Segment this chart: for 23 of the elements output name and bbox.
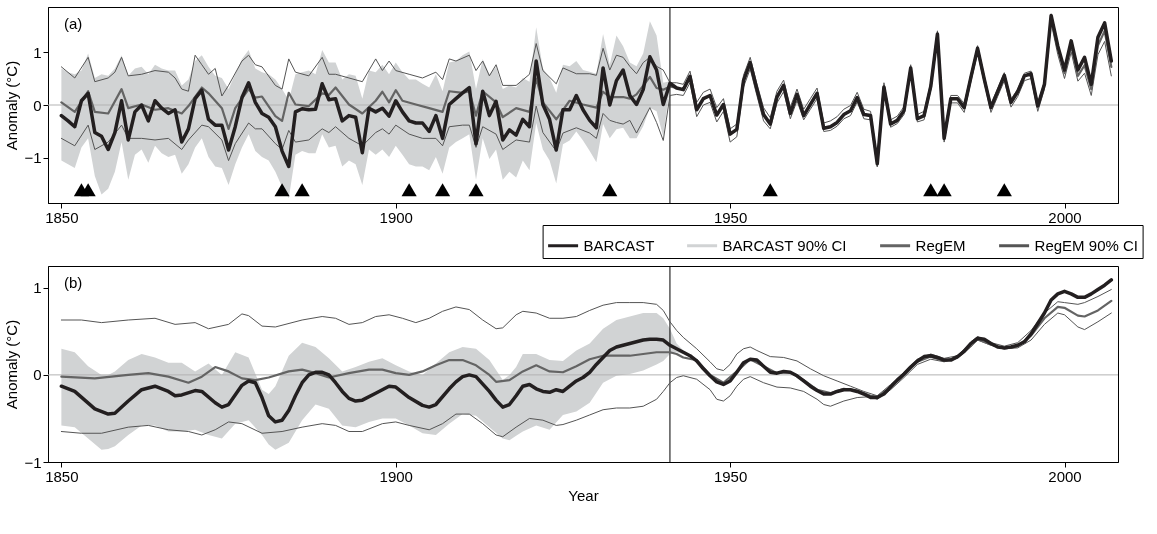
legend-label: RegEM (915, 236, 966, 254)
x-tick-label: 1950 (713, 467, 748, 485)
y-tick-label: −1 (24, 453, 42, 471)
y-tick-label: 1 (33, 279, 42, 297)
legend-label: BARCAST (583, 236, 655, 254)
x-tick-label: 2000 (1048, 467, 1082, 485)
x-tick-label: 1900 (379, 208, 413, 226)
annotation: (a) (64, 15, 83, 32)
x-axis-title: Year (568, 486, 599, 504)
x-tick-label: 1900 (379, 467, 413, 485)
y-axis-title: Anomaly (°C) (3, 60, 21, 151)
y-tick-label: 0 (33, 366, 42, 384)
x-tick-label: 1950 (713, 208, 748, 226)
legend-label: RegEM 90% CI (1034, 236, 1138, 254)
y-tick-label: −1 (24, 149, 42, 167)
x-tick-label: 1850 (45, 208, 79, 226)
y-axis-title: Anomaly (°C) (3, 319, 21, 410)
x-tick-label: 1850 (45, 467, 79, 485)
y-tick-label: 0 (33, 96, 42, 114)
y-tick-label: 1 (33, 43, 42, 61)
legend-label: BARCAST 90% CI (722, 236, 847, 254)
x-tick-label: 2000 (1048, 208, 1082, 226)
annotation: (b) (64, 274, 83, 291)
